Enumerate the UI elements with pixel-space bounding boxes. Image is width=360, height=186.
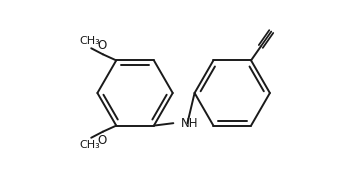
- Text: O: O: [97, 39, 106, 52]
- Text: NH: NH: [181, 117, 198, 130]
- Text: CH₃: CH₃: [80, 36, 100, 46]
- Text: O: O: [97, 134, 106, 147]
- Text: CH₃: CH₃: [80, 140, 100, 150]
